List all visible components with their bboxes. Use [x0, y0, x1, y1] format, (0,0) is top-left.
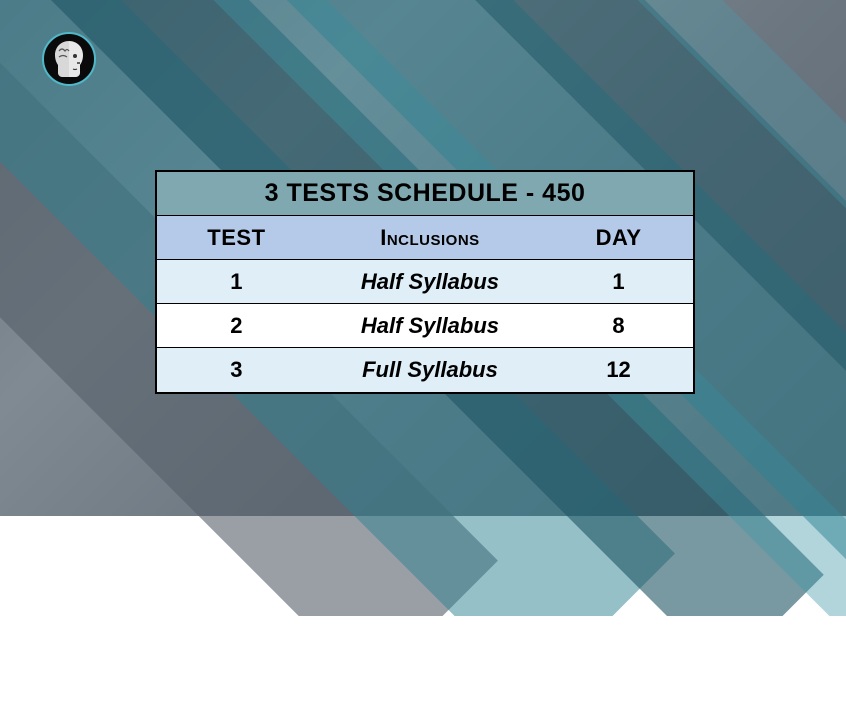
header-day: DAY: [544, 225, 693, 251]
table-row: 2 Half Syllabus 8: [157, 304, 693, 348]
header-test: TEST: [157, 225, 316, 251]
header-inclusions: Inclusions: [316, 225, 544, 251]
table-title-row: 3 TESTS SCHEDULE - 450: [157, 172, 693, 216]
table-row: 1 Half Syllabus 1: [157, 260, 693, 304]
table-row: 3 Full Syllabus 12: [157, 348, 693, 392]
cell-test: 3: [157, 357, 316, 383]
table-title: 3 TESTS SCHEDULE - 450: [265, 179, 586, 208]
cell-day: 8: [544, 313, 693, 339]
brain-face-logo-icon: [42, 32, 96, 86]
cell-inclusions: Half Syllabus: [316, 313, 544, 339]
cell-test: 1: [157, 269, 316, 295]
schedule-table: 3 TESTS SCHEDULE - 450 TEST Inclusions D…: [155, 170, 695, 394]
table-header-row: TEST Inclusions DAY: [157, 216, 693, 260]
cell-day: 12: [544, 357, 693, 383]
cell-inclusions: Full Syllabus: [316, 357, 544, 383]
cell-day: 1: [544, 269, 693, 295]
cell-inclusions: Half Syllabus: [316, 269, 544, 295]
cell-test: 2: [157, 313, 316, 339]
